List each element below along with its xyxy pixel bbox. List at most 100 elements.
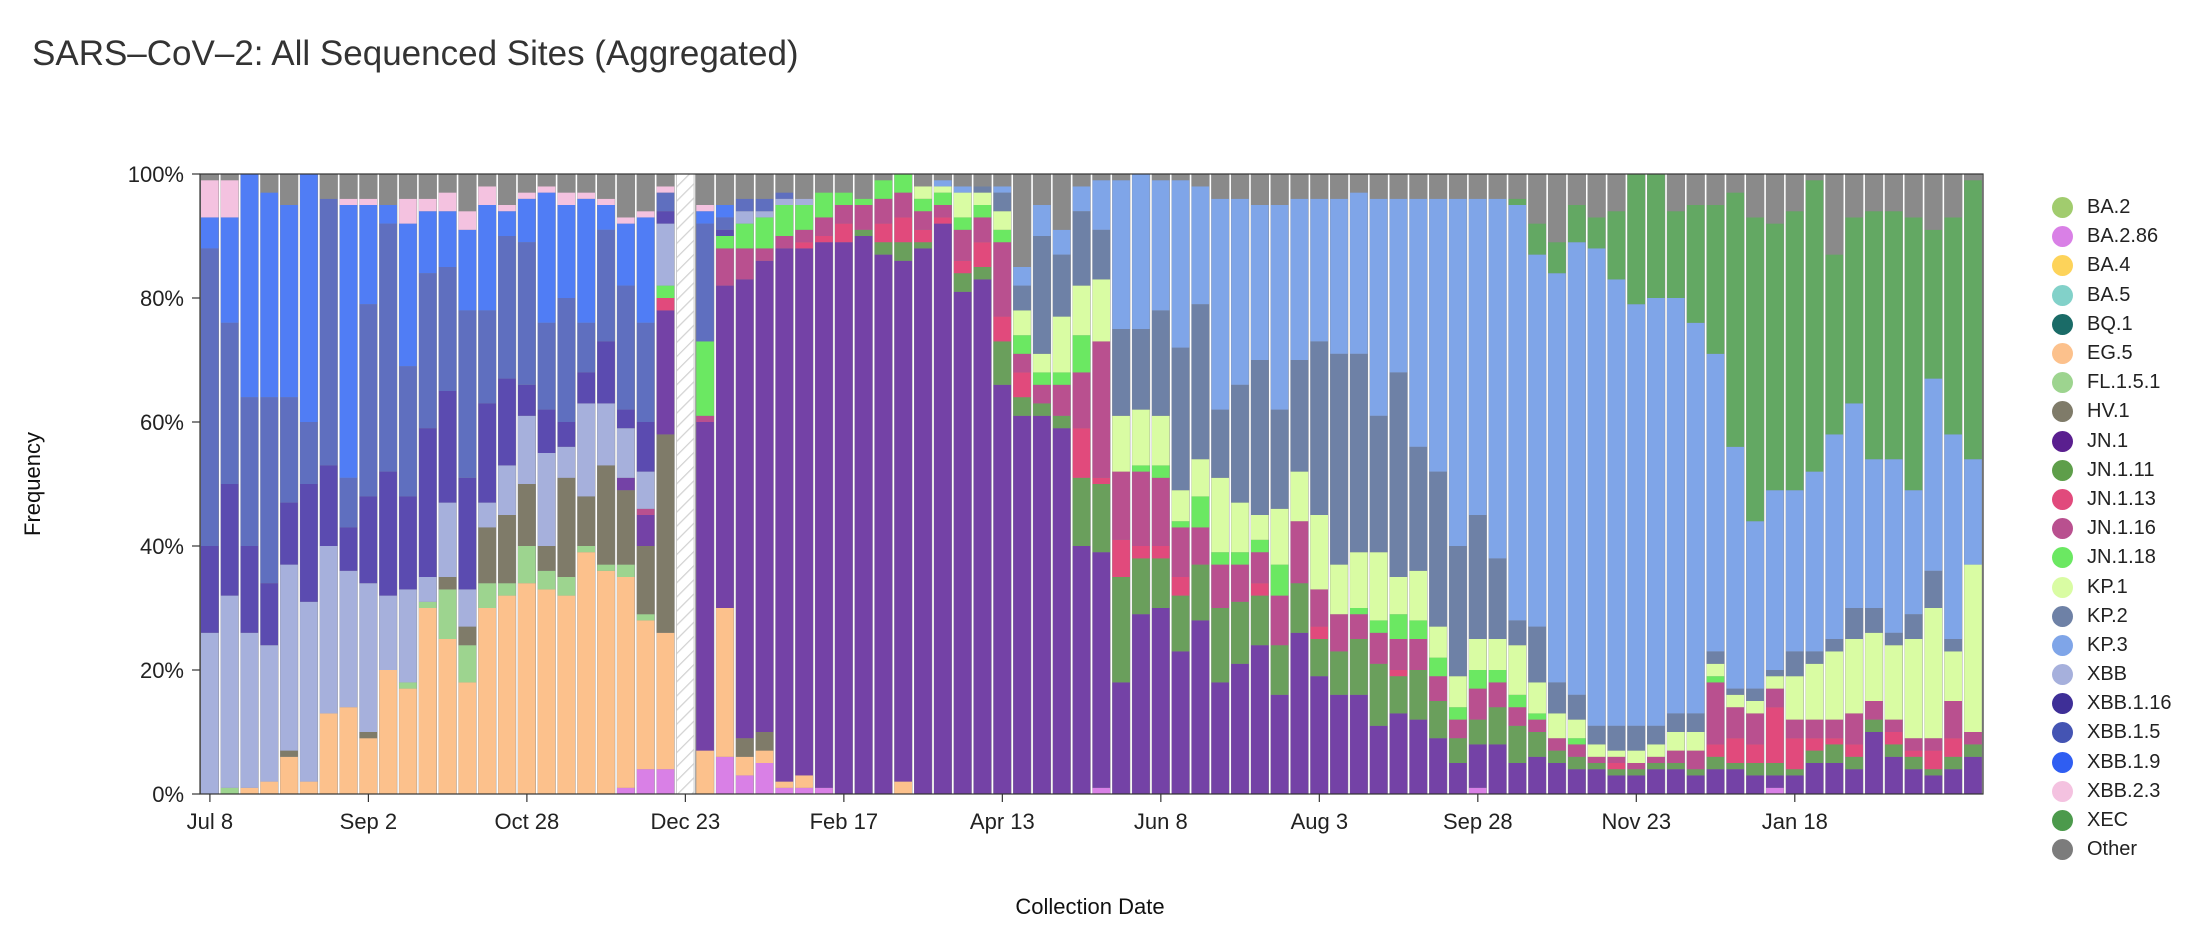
bar-segment-kp-3 — [1587, 248, 1606, 726]
week-bar — [1429, 174, 1449, 794]
bar-segment-other — [1667, 174, 1685, 212]
bar-segment-other — [438, 174, 457, 193]
bar-segment-xbb-1-9 — [379, 205, 397, 224]
bar-segment-jn-1-16 — [1350, 614, 1368, 639]
legend-item[interactable]: JN.1 — [2052, 427, 2172, 456]
bar-segment-other — [1270, 174, 1289, 205]
bar-segment-xec — [1647, 174, 1665, 298]
legend-item[interactable]: XBB.1.9 — [2052, 748, 2172, 777]
bar-segment-jn-1-18 — [1052, 372, 1071, 385]
legend-item[interactable]: XBB.2.3 — [2052, 777, 2172, 806]
legend-item[interactable]: BA.5 — [2052, 281, 2172, 310]
legend-item[interactable]: HV.1 — [2052, 397, 2172, 426]
bar-segment-xbb-1-5 — [478, 310, 496, 404]
legend-item[interactable]: JN.1.18 — [2052, 543, 2172, 572]
bar-segment-xec — [1607, 211, 1626, 280]
legend-label: XBB.1.16 — [2087, 692, 2172, 715]
bar-segment-kp-3 — [1845, 403, 1863, 608]
legend-item[interactable]: JN.1.13 — [2052, 485, 2172, 514]
bar-segment-xbb-1-16 — [418, 428, 437, 577]
legend-item[interactable]: KP.2 — [2052, 602, 2172, 631]
bar-segment-kp-3 — [1805, 471, 1824, 652]
bar-segment-jn-1 — [1270, 694, 1289, 794]
bar-segment-jn-1 — [1389, 713, 1408, 794]
bar-segment-xbb-1-16 — [240, 546, 259, 633]
bar-segment-jn-1-11 — [854, 229, 873, 236]
bar-segment-other — [201, 174, 219, 181]
bar-segment-jn-1-11 — [1231, 601, 1249, 664]
bar-segment-xbb-1-16 — [597, 341, 615, 404]
bar-segment-kp-3 — [1865, 459, 1883, 608]
week-bar — [517, 174, 538, 794]
bar-segment-xbb-1-5 — [517, 242, 536, 385]
bar-segment-jn-1-13 — [993, 316, 1012, 342]
bar-segment-jn-1 — [1013, 415, 1031, 794]
bar-segment-kp-1 — [1805, 663, 1824, 720]
legend-item[interactable]: XBB.1.5 — [2052, 718, 2172, 747]
bar-segment-eg-5 — [636, 620, 655, 770]
bar-segment-jn-1-11 — [1191, 564, 1210, 621]
bar-segment-other — [1033, 174, 1051, 205]
bar-segment-xbb — [755, 211, 774, 218]
legend-item[interactable]: EG.5 — [2052, 339, 2172, 368]
bar-segment-eg-5 — [696, 750, 714, 794]
bar-segment-jn-1-13 — [1884, 732, 1903, 745]
legend-item[interactable]: BA.2 — [2052, 193, 2172, 222]
legend-item[interactable]: JN.1.16 — [2052, 514, 2172, 543]
bar-segment-jn-1-16 — [1052, 384, 1071, 416]
legend-swatch — [2052, 693, 2073, 715]
bar-segment-jn-1-16 — [1429, 676, 1447, 701]
legend-swatch — [2052, 722, 2073, 744]
bars-layer — [201, 173, 1984, 795]
legend-item[interactable]: Other — [2052, 835, 2172, 864]
bar-segment-jn-1-18 — [775, 205, 794, 236]
week-bar — [1904, 174, 1925, 794]
legend-item[interactable]: BQ.1 — [2052, 310, 2172, 339]
legend-label: BA.2 — [2087, 196, 2131, 219]
week-bar — [1627, 174, 1648, 794]
bar-segment-xbb-1-5 — [498, 236, 516, 379]
bar-segment-jn-1 — [755, 260, 774, 732]
legend-item[interactable]: JN.1.11 — [2052, 456, 2172, 485]
bar-segment-eg-5 — [458, 682, 477, 794]
legend-item[interactable]: XBB — [2052, 660, 2172, 689]
legend-item[interactable]: BA.2.86 — [2052, 222, 2172, 251]
bar-segment-kp-2 — [1092, 229, 1111, 280]
legend-item[interactable]: KP.3 — [2052, 631, 2172, 660]
legend-item[interactable]: FL.1.5.1 — [2052, 368, 2172, 397]
legend-item[interactable]: KP.1 — [2052, 572, 2172, 601]
bar-segment-jn-1-16 — [1330, 614, 1348, 652]
legend-item[interactable]: BA.4 — [2052, 251, 2172, 280]
bar-segment-jn-1-18 — [1528, 713, 1546, 720]
bar-segment-xbb-1-16 — [300, 484, 318, 602]
bar-segment-xbb-2-3 — [498, 205, 516, 212]
bar-segment-kp-3 — [1132, 174, 1150, 329]
legend-label: JN.1.13 — [2087, 487, 2156, 510]
legend-label: EG.5 — [2087, 342, 2133, 365]
bar-segment-xbb-1-5 — [458, 310, 477, 478]
bar-segment-kp-3 — [1746, 521, 1764, 689]
bar-segment-jn-1-16 — [1171, 527, 1190, 577]
legend-item[interactable]: XBB.1.16 — [2052, 689, 2172, 718]
bar-segment-other — [359, 174, 378, 199]
bar-segment-xbb-1-9 — [399, 223, 417, 367]
week-bar — [300, 174, 320, 794]
bar-segment-jn-1-16 — [1488, 682, 1507, 708]
bar-segment-jn-1 — [1964, 756, 1982, 794]
legend-item[interactable]: XEC — [2052, 806, 2172, 835]
bar-segment-hv-1 — [438, 577, 457, 590]
bar-segment-xbb-1-5 — [438, 267, 457, 391]
bar-segment-jn-1 — [1944, 769, 1962, 794]
bar-segment-xec — [1904, 217, 1923, 491]
legend-swatch — [2052, 576, 2073, 598]
bar-segment-xbb-1-16 — [617, 409, 635, 429]
bar-segment-jn-1-11 — [1548, 750, 1566, 763]
bar-segment-hv-1 — [557, 477, 576, 577]
bar-segment-other — [953, 174, 972, 187]
bar-segment-jn-1 — [1092, 552, 1111, 788]
bar-segment-jn-1-11 — [1151, 558, 1170, 608]
bar-segment-xbb-1-5 — [617, 285, 635, 410]
bar-segment-other — [1171, 174, 1190, 181]
bar-segment-kp-2 — [1904, 614, 1923, 639]
bar-segment-jn-1 — [1112, 682, 1130, 794]
